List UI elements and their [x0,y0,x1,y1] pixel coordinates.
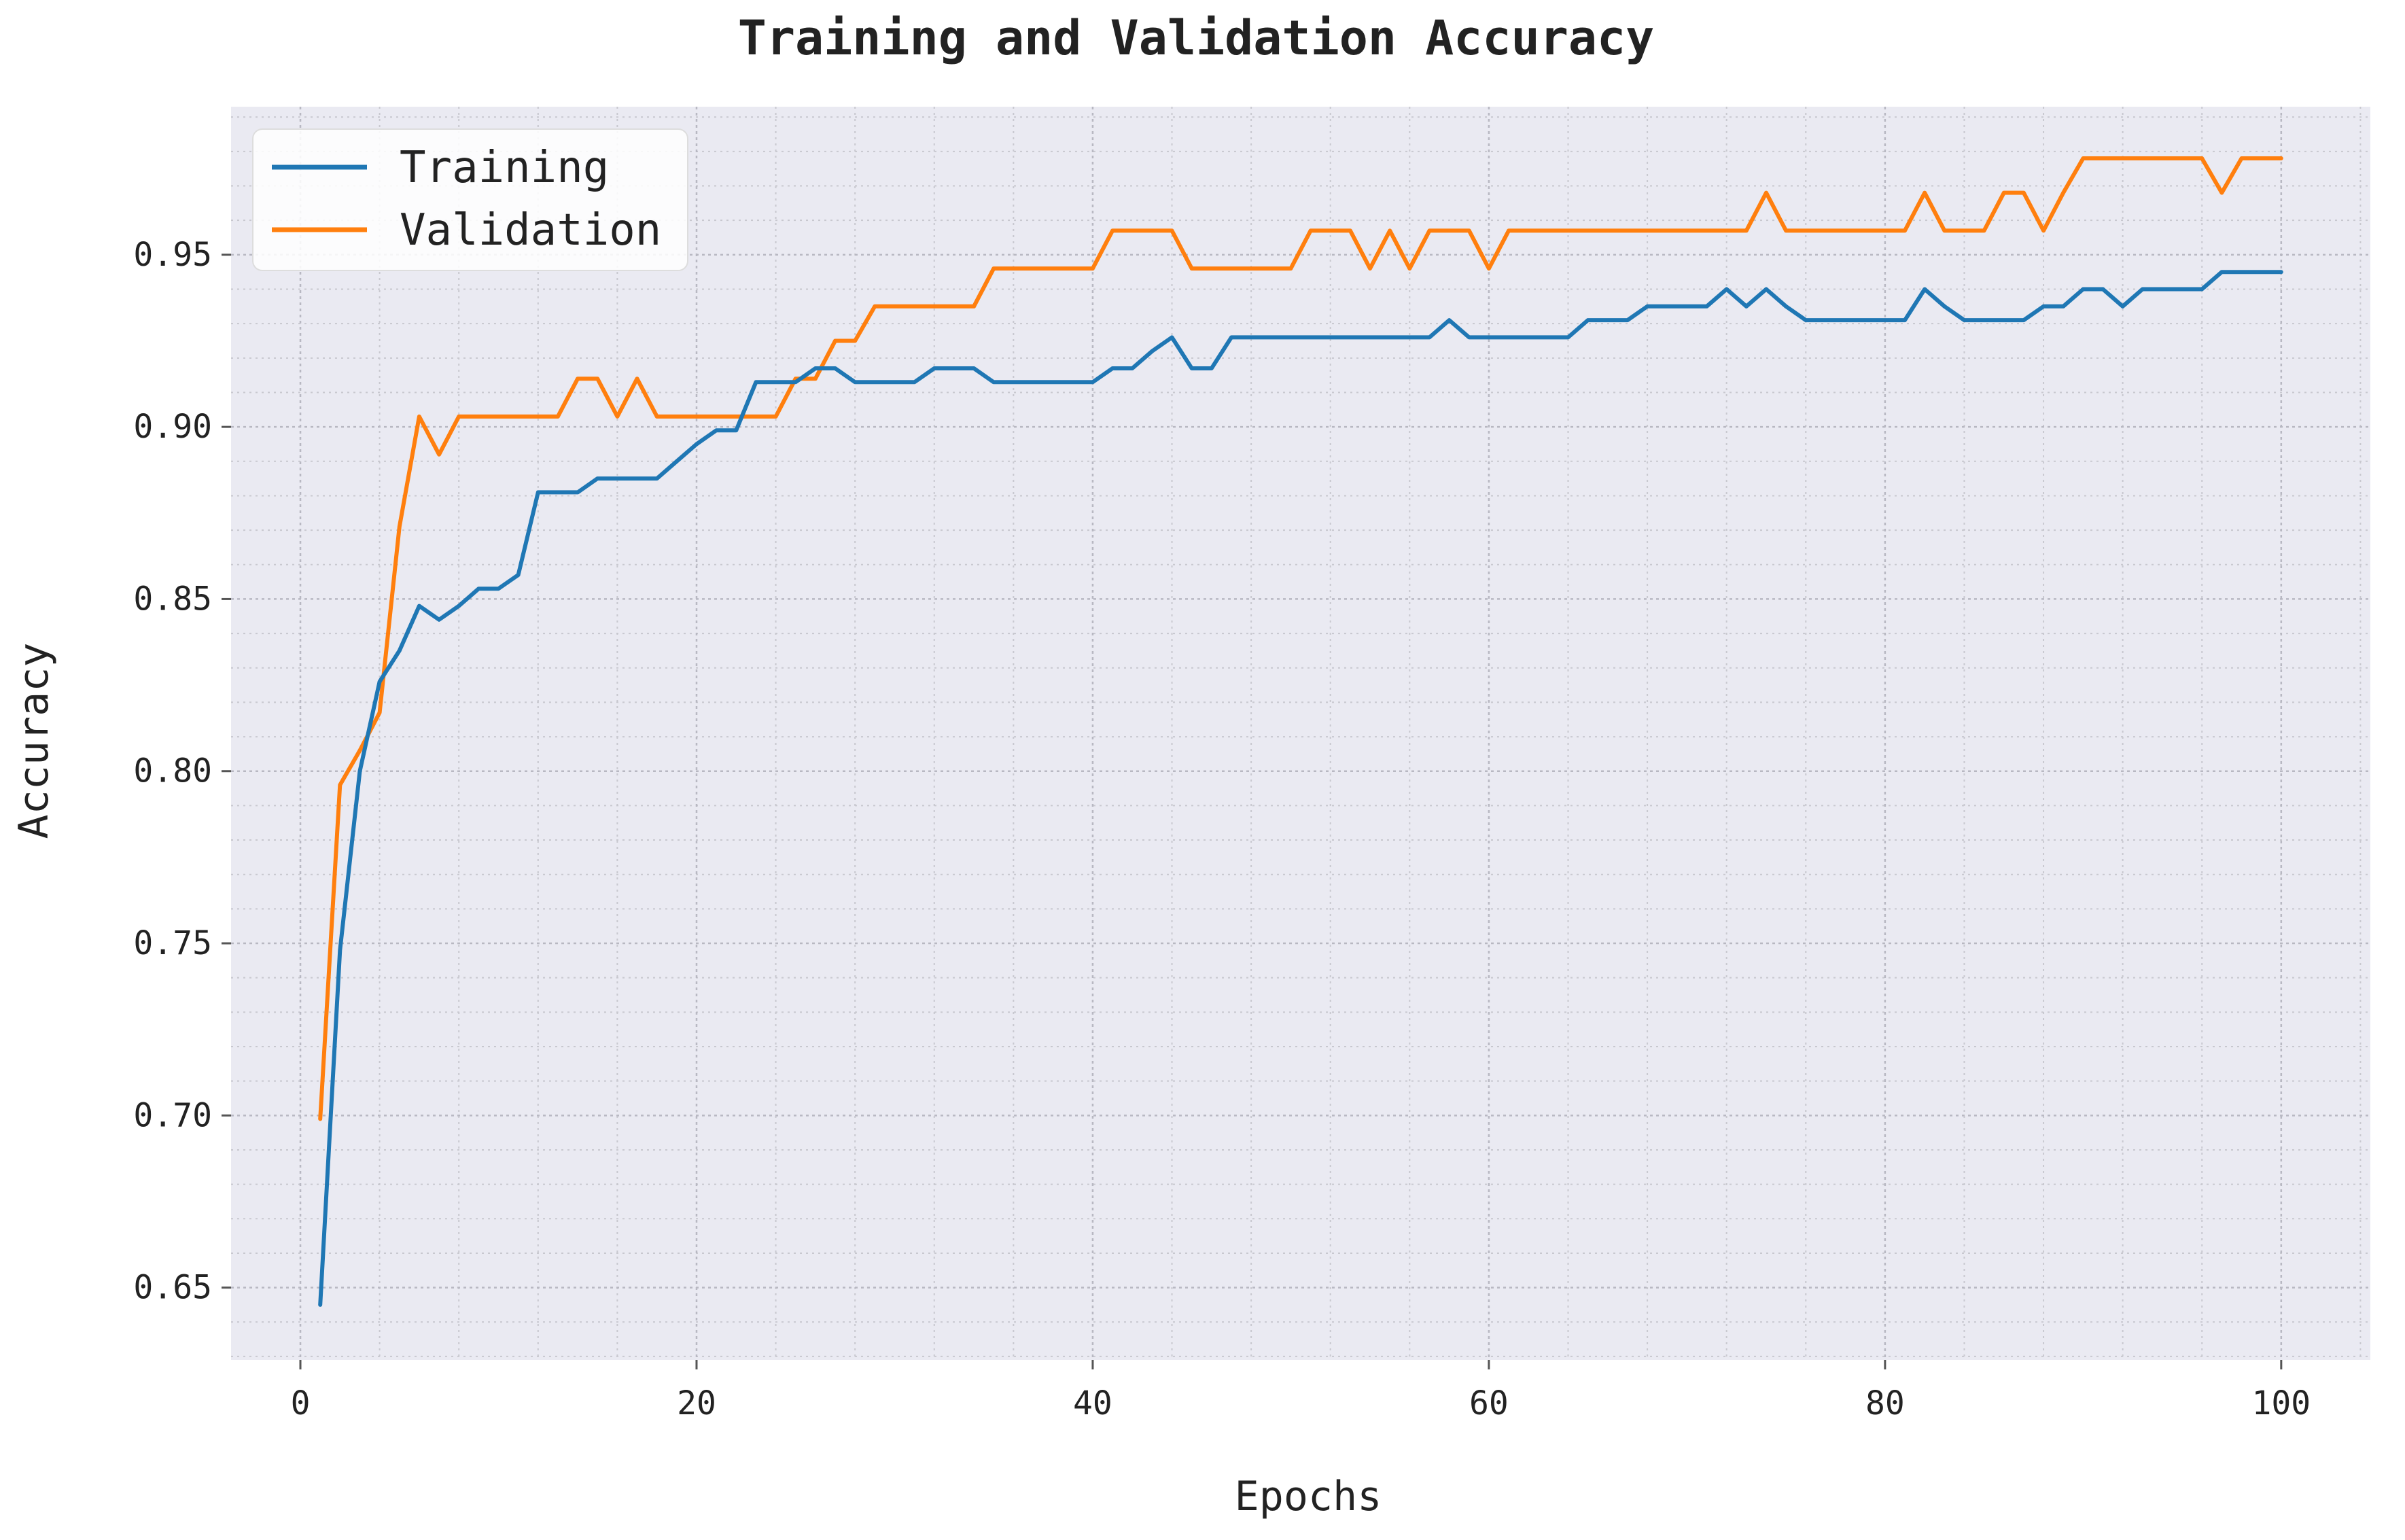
x-tick-label: 0 [291,1384,311,1422]
y-tick-label: 0.65 [133,1269,212,1307]
legend: Training Validation [252,128,688,271]
y-tick-label: 0.85 [133,580,212,618]
legend-box [252,128,688,271]
x-tick-label: 20 [677,1384,716,1422]
y-tick-label: 0.80 [133,752,212,790]
x-tick-label: 60 [1469,1384,1509,1422]
y-tick-label: 0.90 [133,408,212,446]
y-tick-label: 0.95 [133,236,212,274]
series-line-validation [318,156,2283,1121]
legend-label-training: Training [400,143,609,193]
series-layer [318,156,2283,1307]
y-tick-label: 0.75 [133,924,212,962]
chart-title: Training and Validation Accuracy [738,10,1655,66]
y-axis-label: Accuracy [10,643,58,839]
y-tick-label: 0.70 [133,1096,212,1134]
x-axis-label: Epochs [1235,1473,1382,1520]
y-axis-ticks: 0.65 0.70 0.75 0.80 0.85 0.90 0.95 [133,236,231,1307]
legend-label-validation: Validation [400,205,661,256]
plot-area [231,107,2370,1360]
x-tick-label: 40 [1073,1384,1112,1422]
series-line-training [318,270,2283,1307]
x-axis-ticks: 0 20 40 60 80 100 [291,1360,2311,1422]
x-tick-label: 80 [1865,1384,1905,1422]
x-tick-label: 100 [2251,1384,2311,1422]
